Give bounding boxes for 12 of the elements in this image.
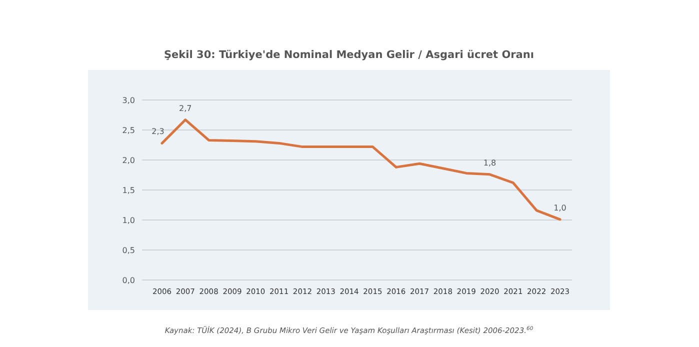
y-tick-label: 3,0	[122, 96, 135, 105]
y-tick-label: 2,5	[122, 126, 135, 135]
y-tick-label: 0,0	[122, 276, 135, 285]
data-label: 2,3	[152, 127, 164, 136]
chart-title: Şekil 30: Türkiye'de Nominal Medyan Gelir / Asgari ücret Oranı	[164, 49, 534, 61]
data-label: 2,7	[179, 104, 192, 113]
y-tick-label: 1,5	[122, 186, 135, 195]
y-tick-label: 1,0	[122, 216, 135, 225]
data-label: 1,8	[483, 158, 496, 168]
y-tick-label: 2,0	[122, 156, 135, 165]
data-label: 1,0	[554, 203, 566, 212]
y-tick-label: 0,5	[122, 246, 135, 255]
